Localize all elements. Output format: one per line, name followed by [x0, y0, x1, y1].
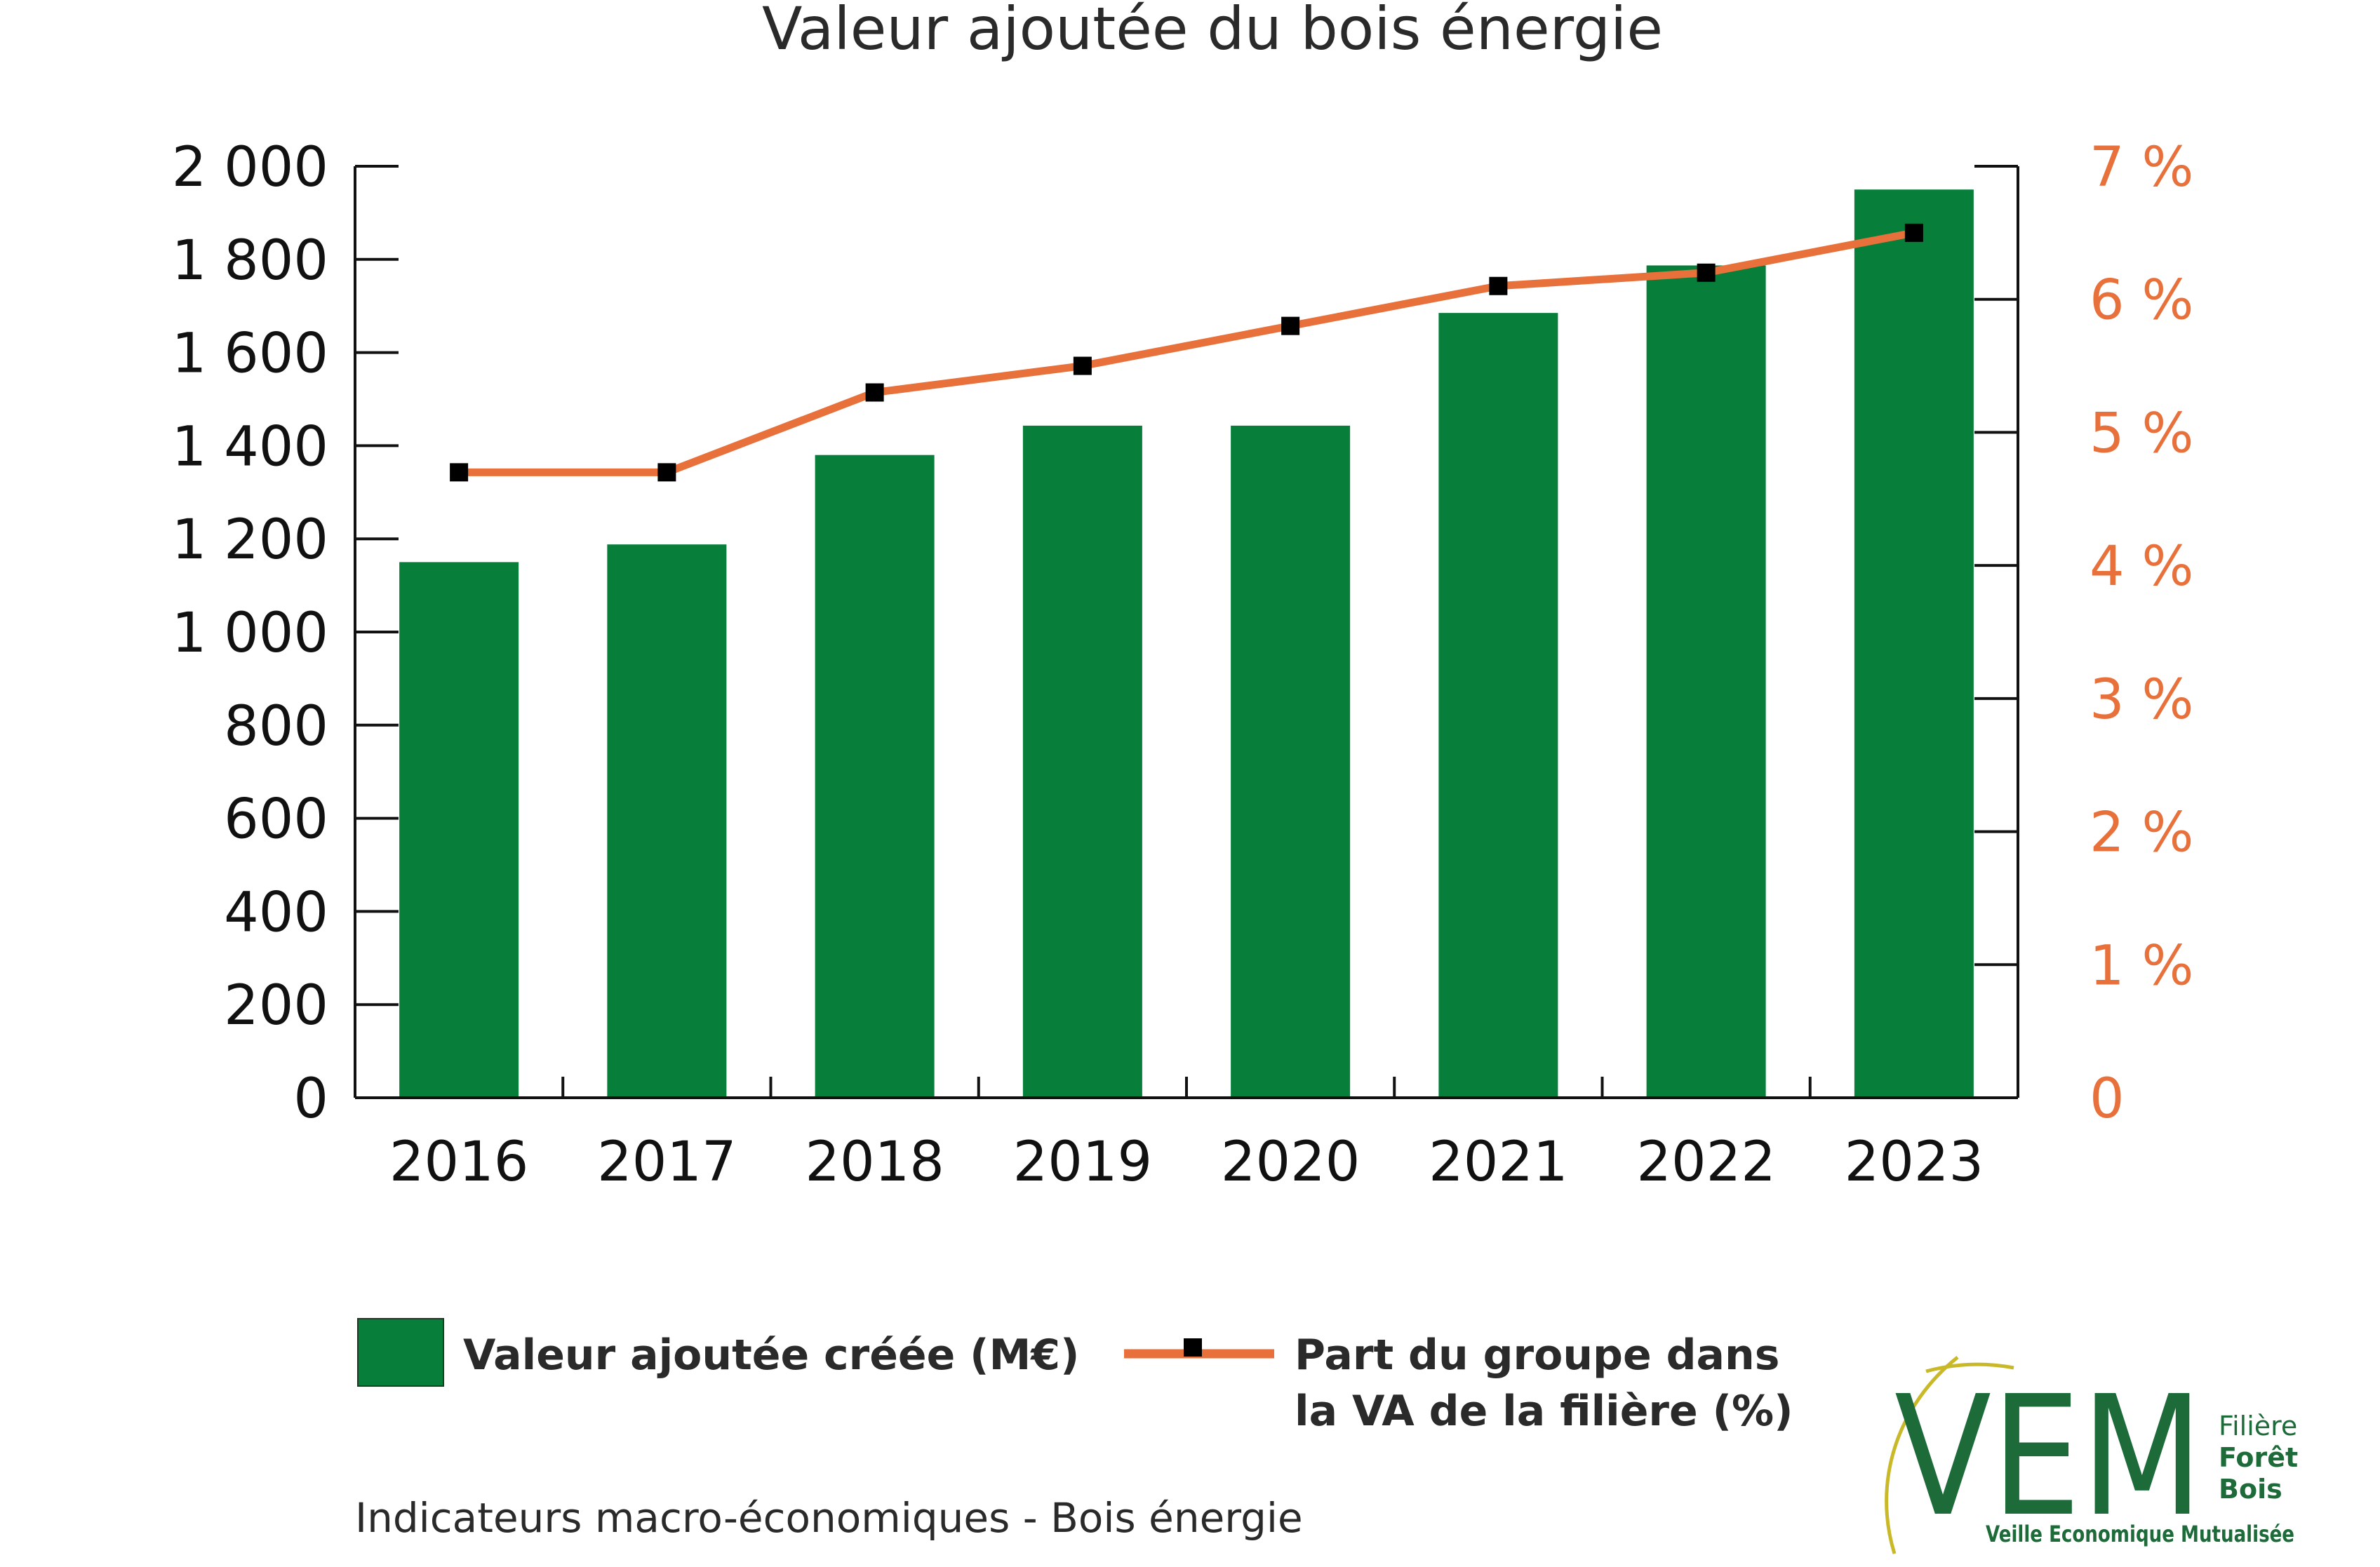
legend-line-marker	[1184, 1338, 1202, 1357]
y-right-tick-label: 5 %	[2090, 402, 2194, 465]
x-tick-label-2019: 2019	[1013, 1131, 1153, 1194]
line-point-2017	[657, 463, 676, 482]
footer-caption: Indicateurs macro-économiques - Bois éne…	[355, 1494, 1303, 1542]
line-point-2018	[865, 383, 884, 402]
bar-2016	[399, 562, 519, 1098]
bar-2019	[1022, 425, 1142, 1098]
chart-title: Valeur ajoutée du bois énergie	[762, 0, 1663, 63]
bar-2021	[1438, 313, 1558, 1098]
line-point-2019	[1073, 356, 1092, 375]
x-tick-label-2017: 2017	[597, 1131, 737, 1194]
bar-2022	[1646, 265, 1766, 1098]
vem-logo: VEM Filière Forêt Bois Veille Economique…	[1885, 1356, 2298, 1554]
x-tick-label-2023: 2023	[1845, 1131, 1984, 1194]
x-tick-label-2021: 2021	[1429, 1131, 1568, 1194]
logo-line-bois: Bois	[2219, 1474, 2282, 1505]
bars	[399, 189, 1974, 1098]
bar-2020	[1231, 425, 1351, 1098]
line-part-du-groupe	[459, 229, 1915, 476]
legend-bar-label: Valeur ajoutée créée (M€)	[463, 1331, 1079, 1380]
legend-line-label-1: Part du groupe dans	[1295, 1331, 1779, 1380]
line-point-2022	[1697, 263, 1716, 282]
legend: Valeur ajoutée créée (M€) Part du groupe…	[357, 1318, 1793, 1436]
line-point-2016	[450, 463, 469, 482]
y-right-tick-label: 6 %	[2090, 269, 2194, 332]
y-right-tick-label: 1 %	[2090, 934, 2194, 997]
y-left-tick-label: 2 000	[172, 136, 328, 199]
bar-2023	[1854, 189, 1974, 1098]
y-right-tick-label: 0	[2090, 1068, 2125, 1131]
legend-line-label-2: la VA de la filière (%)	[1295, 1387, 1793, 1436]
axes	[354, 165, 2019, 1099]
tick-labels: 0 200 400 600 800 1 000 1 200 1 400 1 600 1 800 2 …	[172, 136, 2194, 1194]
logo-line-filiere: Filière	[2219, 1411, 2297, 1441]
y-left-tick-label: 0	[293, 1068, 328, 1131]
y-left-tick-label: 1 800	[172, 229, 328, 292]
y-right-tick-label: 3 %	[2090, 668, 2194, 732]
legend-bar-swatch	[357, 1318, 444, 1387]
plot-area: 0 200 400 600 800 1 000 1 200 1 400 1 600 1 800 2 …	[172, 136, 2194, 1194]
x-tick-label-2016: 2016	[389, 1131, 529, 1194]
y-left-tick-label: 200	[224, 974, 328, 1037]
logo-line-foret: Forêt	[2219, 1442, 2298, 1473]
y-right-tick-label: 2 %	[2090, 802, 2194, 865]
y-left-tick-label: 1 200	[172, 509, 328, 572]
line-point-2020	[1281, 316, 1300, 335]
bar-2018	[815, 455, 935, 1098]
bar-2017	[607, 544, 727, 1098]
logo-ring-icon-2	[1925, 1362, 2014, 1373]
logo-subtitle: Veille Economique Mutualisée	[1986, 1521, 2294, 1547]
y-left-tick-label: 400	[224, 881, 328, 944]
y-left-tick-label: 600	[224, 788, 328, 852]
logo-ring-icon	[1885, 1356, 1959, 1554]
logo-mark: VEM	[1894, 1360, 2203, 1553]
y-left-tick-label: 1 600	[172, 323, 328, 386]
line-point-2023	[1904, 223, 1923, 242]
x-tick-label-2020: 2020	[1221, 1131, 1361, 1194]
x-tick-label-2018: 2018	[805, 1131, 944, 1194]
line-series	[450, 223, 1923, 482]
y-left-tick-label: 1 400	[172, 415, 328, 478]
y-left-tick-label: 1 000	[172, 602, 328, 665]
y-left-tick-label: 800	[224, 695, 328, 758]
x-tick-label-2022: 2022	[1636, 1131, 1776, 1194]
line-point-2021	[1489, 276, 1508, 295]
y-right-tick-label: 4 %	[2090, 535, 2194, 598]
y-right-tick-label: 7 %	[2090, 136, 2194, 199]
